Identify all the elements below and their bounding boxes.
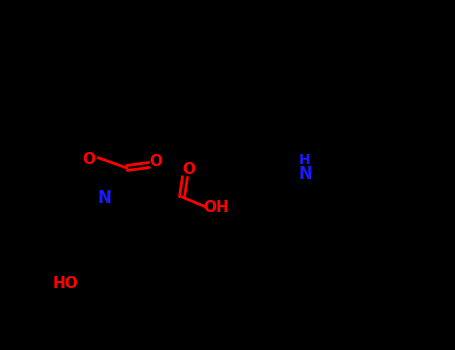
- Text: O: O: [82, 153, 96, 168]
- Text: OH: OH: [203, 201, 229, 216]
- Text: O: O: [182, 162, 196, 177]
- Text: H: H: [299, 153, 311, 167]
- Text: N: N: [298, 165, 312, 183]
- Text: O: O: [150, 154, 162, 169]
- Text: HO: HO: [53, 275, 79, 290]
- Text: N: N: [97, 189, 111, 207]
